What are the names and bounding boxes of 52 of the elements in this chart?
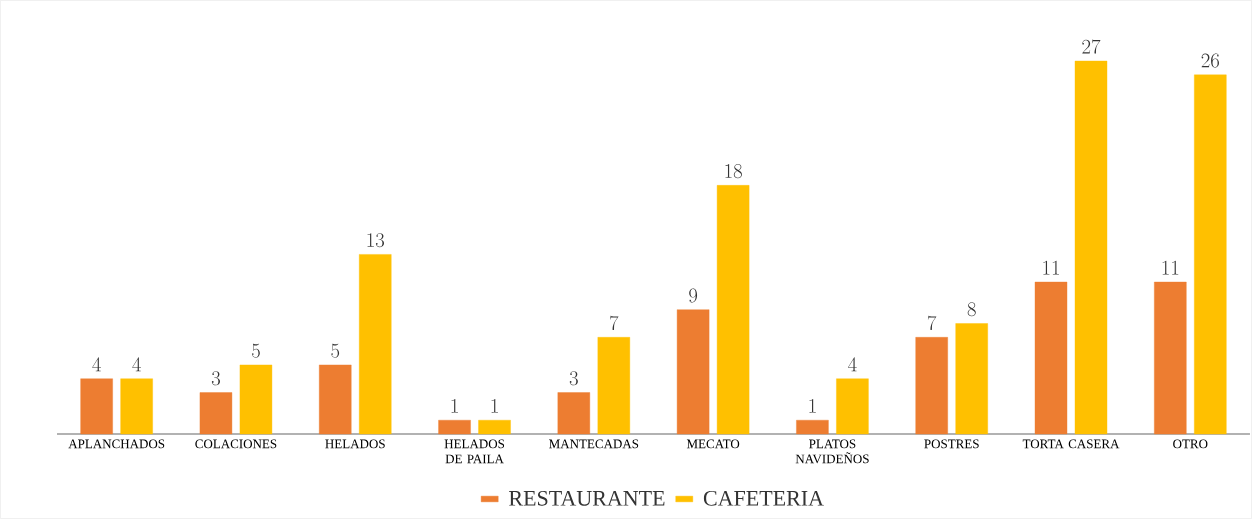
bar bbox=[80, 378, 113, 435]
legend-label: CAFETERIA bbox=[703, 490, 824, 506]
x-tick-label: HELADOS bbox=[325, 439, 385, 449]
data-label: 26 bbox=[1201, 53, 1219, 68]
data-label: 13 bbox=[367, 233, 385, 248]
bar bbox=[836, 378, 869, 435]
bar bbox=[597, 337, 631, 435]
data-label: 1 bbox=[491, 398, 498, 413]
data-label: 5 bbox=[331, 343, 340, 358]
x-tick-label: MANTECADAS bbox=[549, 439, 639, 449]
data-label: 3 bbox=[211, 371, 220, 386]
x-tick-label: POSTRES bbox=[924, 439, 979, 449]
data-label: 1 bbox=[809, 398, 816, 413]
bar bbox=[438, 419, 471, 435]
x-tick-label: MECATO bbox=[686, 439, 740, 449]
bar bbox=[199, 392, 233, 435]
bar bbox=[716, 185, 750, 435]
data-label: 27 bbox=[1082, 39, 1101, 54]
bar bbox=[319, 364, 352, 435]
x-tick-label: OTRO bbox=[1173, 439, 1208, 449]
bar bbox=[478, 419, 511, 435]
bar bbox=[1034, 281, 1068, 435]
data-label: 11 bbox=[1043, 260, 1059, 275]
bar bbox=[1194, 74, 1227, 435]
data-label: 7 bbox=[610, 315, 619, 331]
data-label: 5 bbox=[252, 343, 260, 358]
bar bbox=[1074, 60, 1108, 435]
data-label: 1 bbox=[451, 398, 458, 413]
data-label: 4 bbox=[848, 357, 857, 372]
data-label: 4 bbox=[92, 357, 101, 372]
bar bbox=[955, 323, 988, 435]
x-tick-label: PLATOS NAVIDEÑOS bbox=[795, 439, 869, 464]
data-label: 4 bbox=[132, 357, 141, 372]
bar bbox=[796, 419, 829, 435]
data-label: 3 bbox=[569, 371, 578, 386]
bar bbox=[120, 378, 153, 435]
bar bbox=[1154, 281, 1187, 435]
bar bbox=[915, 337, 948, 435]
data-label: 18 bbox=[725, 164, 742, 179]
data-label: 9 bbox=[689, 288, 698, 303]
bar bbox=[676, 309, 710, 435]
bar bbox=[557, 392, 591, 435]
x-tick-label: APLANCHADOS bbox=[68, 439, 165, 449]
x-tick-label: TORTA CASERA bbox=[1022, 439, 1120, 449]
data-label: 11 bbox=[1162, 260, 1179, 275]
x-tick-label: HELADOS DE PAILA bbox=[444, 439, 505, 464]
bar bbox=[239, 364, 273, 435]
bar bbox=[359, 254, 392, 435]
legend-label: RESTAURANTE bbox=[509, 490, 665, 506]
data-label: 7 bbox=[927, 315, 937, 331]
data-label: 8 bbox=[967, 302, 976, 317]
x-tick-label: COLACIONES bbox=[195, 439, 277, 449]
